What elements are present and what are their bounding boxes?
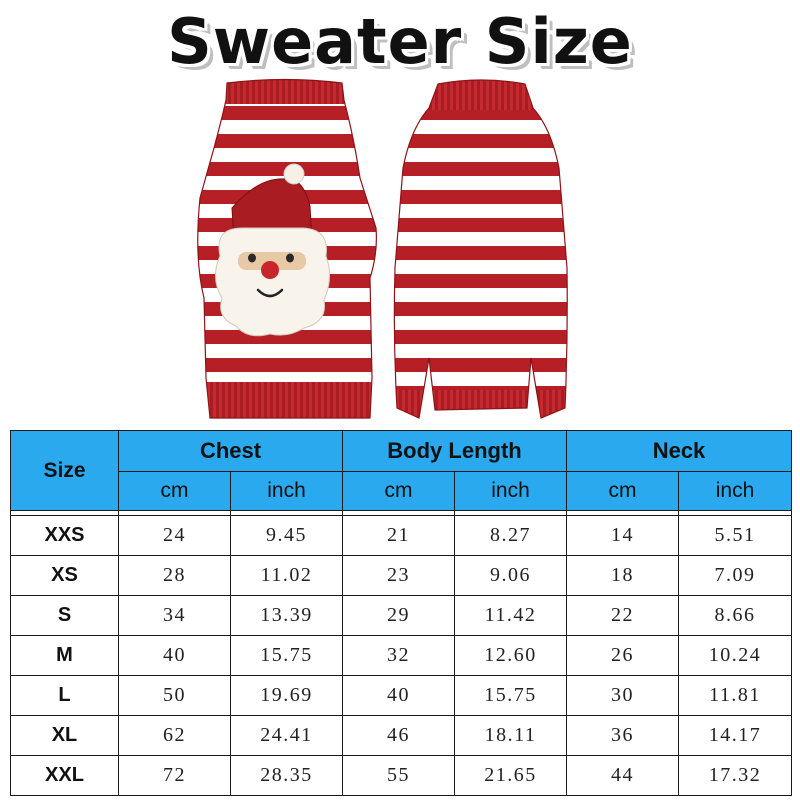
measurement-cell: 21.65 bbox=[454, 755, 567, 796]
unit-header: inch bbox=[454, 471, 567, 511]
page-title: Sweater Size bbox=[167, 5, 633, 78]
measurement-cell: 15.75 bbox=[454, 675, 567, 716]
size-label: S bbox=[10, 595, 119, 636]
measurement-cell: 13.39 bbox=[230, 595, 343, 636]
table-row: S 34 13.39 29 11.42 22 8.66 bbox=[10, 595, 792, 636]
table-row: L 50 19.69 40 15.75 30 11.81 bbox=[10, 675, 792, 716]
size-label: XL bbox=[10, 715, 119, 756]
measurement-cell: 22 bbox=[566, 595, 679, 636]
measurement-cell: 72 bbox=[118, 755, 231, 796]
measurement-cell: 62 bbox=[118, 715, 231, 756]
measurement-cell: 44 bbox=[566, 755, 679, 796]
measurement-cell: 19.69 bbox=[230, 675, 343, 716]
measurement-cell: 32 bbox=[342, 635, 455, 676]
unit-header: inch bbox=[230, 471, 343, 511]
measurement-cell: 40 bbox=[118, 635, 231, 676]
measurement-cell: 29 bbox=[342, 595, 455, 636]
measurement-cell: 23 bbox=[342, 555, 455, 596]
table-row: XXS 24 9.45 21 8.27 14 5.51 bbox=[10, 515, 792, 556]
measurement-cell: 26 bbox=[566, 635, 679, 676]
size-rows: XXS 24 9.45 21 8.27 14 5.51 XS 28 11.02 23 9.06 18 7.… bbox=[10, 515, 792, 796]
measurement-cell: 18 bbox=[566, 555, 679, 596]
size-column-header: Size bbox=[10, 430, 119, 511]
table-unit-row: cm inch cm inch cm inch bbox=[11, 471, 792, 511]
measurement-cell: 14 bbox=[566, 515, 679, 556]
measurement-cell: 11.42 bbox=[454, 595, 567, 636]
measurement-cell: 5.51 bbox=[678, 515, 792, 556]
measurement-cell: 21 bbox=[342, 515, 455, 556]
sweater-back-image bbox=[393, 79, 568, 419]
measurement-cell: 28 bbox=[118, 555, 231, 596]
measurement-cell: 28.35 bbox=[230, 755, 343, 796]
measurement-cell: 11.02 bbox=[230, 555, 343, 596]
measurement-cell: 36 bbox=[566, 715, 679, 756]
size-label: L bbox=[10, 675, 119, 716]
unit-header: cm bbox=[118, 471, 231, 511]
measurement-cell: 24 bbox=[118, 515, 231, 556]
measurement-cell: 14.17 bbox=[678, 715, 792, 756]
table-row: M 40 15.75 32 12.60 26 10.24 bbox=[10, 635, 792, 676]
table-header-row: Size Chest Body Length Neck bbox=[10, 430, 792, 511]
measurement-cell: 30 bbox=[566, 675, 679, 716]
sweater-front-image bbox=[197, 78, 377, 419]
measurement-cell: 24.41 bbox=[230, 715, 343, 756]
measurement-cell: 18.11 bbox=[454, 715, 567, 756]
measurement-cell: 9.45 bbox=[230, 515, 343, 556]
measurement-cell: 15.75 bbox=[230, 635, 343, 676]
table-row: XS 28 11.02 23 9.06 18 7.09 bbox=[10, 555, 792, 596]
measurement-cell: 17.32 bbox=[678, 755, 792, 796]
neck-column-header: Neck bbox=[566, 430, 792, 472]
measurement-cell: 55 bbox=[342, 755, 455, 796]
measurement-cell: 10.24 bbox=[678, 635, 792, 676]
table-spacer bbox=[10, 510, 792, 516]
measurement-cell: 8.66 bbox=[678, 595, 792, 636]
measurement-cell: 9.06 bbox=[454, 555, 567, 596]
measurement-cell: 46 bbox=[342, 715, 455, 756]
measurement-cell: 50 bbox=[118, 675, 231, 716]
size-label: XXL bbox=[10, 755, 119, 796]
unit-header: inch bbox=[678, 471, 792, 511]
measurement-cell: 11.81 bbox=[678, 675, 792, 716]
measurement-cell: 40 bbox=[342, 675, 455, 716]
chest-column-header: Chest bbox=[118, 430, 343, 472]
measurement-cell: 7.09 bbox=[678, 555, 792, 596]
size-label: XXS bbox=[10, 515, 119, 556]
size-chart-table: Size Chest Body Length Neck cm inch cm i… bbox=[10, 430, 792, 796]
measurement-cell: 8.27 bbox=[454, 515, 567, 556]
table-row: XXL 72 28.35 55 21.65 44 17.32 bbox=[10, 755, 792, 796]
table-row: XL 62 24.41 46 18.11 36 14.17 bbox=[10, 715, 792, 756]
size-label: XS bbox=[10, 555, 119, 596]
measurement-cell: 34 bbox=[118, 595, 231, 636]
unit-header: cm bbox=[342, 471, 455, 511]
unit-header: cm bbox=[566, 471, 679, 511]
body-length-column-header: Body Length bbox=[342, 430, 567, 472]
measurement-cell: 12.60 bbox=[454, 635, 567, 676]
size-label: M bbox=[10, 635, 119, 676]
